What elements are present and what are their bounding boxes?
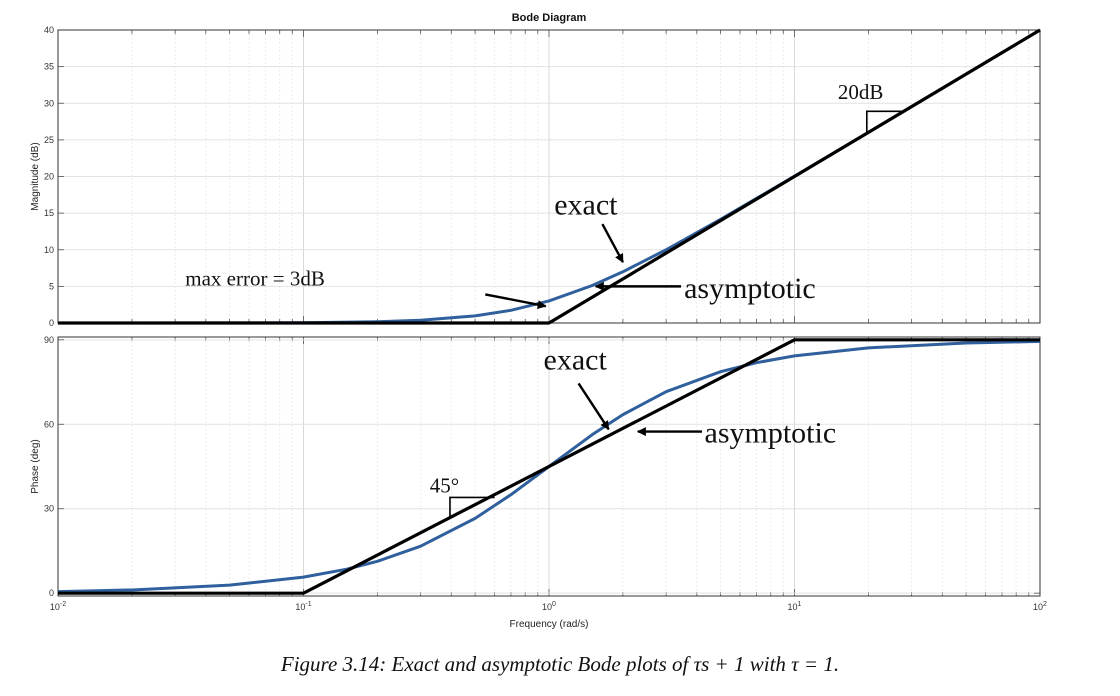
y-tick-label: 30 [44, 98, 54, 108]
y-tick-label: 30 [44, 504, 54, 514]
figure-caption: Figure 3.14: Exact and asymptotic Bode p… [280, 652, 840, 676]
y-tick-label: 15 [44, 208, 54, 218]
y-tick-label: 25 [44, 135, 54, 145]
phase-panel: 0 30 60 90 Phase (deg) [30, 335, 1041, 598]
y-tick-label: 40 [44, 25, 54, 35]
x-tick-label: 10-1 [295, 601, 311, 612]
y-tick-label: 20 [44, 172, 54, 182]
chart-title: Bode Diagram [512, 12, 587, 24]
y-tick-label: 10 [44, 245, 54, 255]
magnitude-asymptotic-line [58, 28, 1041, 325]
y-tick-label: 0 [49, 588, 54, 598]
bode-diagram: 0 5 10 15 20 25 30 35 40 Magnitude (dB) 0 30 60 90 Pha… [30, 12, 1047, 630]
slope-triangle-45deg [449, 496, 495, 517]
y-tick-label: 0 [49, 318, 54, 328]
x-tick-label: 101 [788, 601, 802, 612]
annotation-exact: exact [554, 189, 618, 222]
y-tick-label: 60 [44, 419, 54, 429]
exact-arrow [577, 382, 610, 431]
axes-frame [57, 336, 1041, 597]
y-axis-label: Phase (deg) [30, 439, 41, 493]
annotation-exact: exact [544, 343, 608, 376]
y-tick-label: 35 [44, 62, 54, 72]
x-tick-label: 102 [1033, 601, 1047, 612]
slope-triangle-20db [865, 110, 904, 134]
y-tick-label: 5 [49, 281, 54, 291]
annotation-asymptotic: asymptotic [705, 416, 837, 449]
y-tick-label: 90 [44, 335, 54, 345]
x-tick-label: 100 [542, 601, 556, 612]
exact-arrow [601, 223, 624, 263]
x-tick-label: 10-2 [50, 601, 66, 612]
annotation-max-error: max error = 3dB [185, 267, 325, 291]
annotation-asymptotic: asymptotic [684, 272, 816, 305]
y-axis-label: Magnitude (dB) [30, 142, 41, 210]
annotation-45deg: 45° [430, 473, 459, 497]
annotation-20db: 20dB [838, 80, 884, 104]
max-error-arrow [485, 293, 547, 310]
phase-asymptotic-line [58, 338, 1040, 595]
magnitude-panel: 0 5 10 15 20 25 30 35 40 Magnitude (dB) [30, 25, 1041, 328]
x-axis-label: Frequency (rad/s) [510, 619, 589, 630]
